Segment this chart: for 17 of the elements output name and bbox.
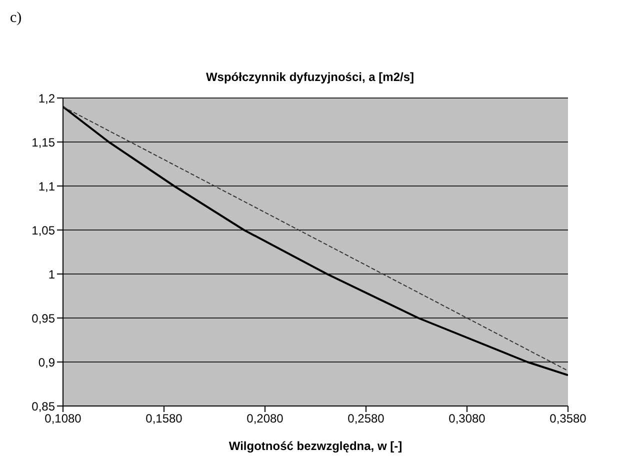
x-axis-title: Wilgotność bezwzględna, w [-]	[228, 439, 402, 453]
y-tick-label: 1,05	[32, 223, 56, 238]
x-tick-label: 0,3580	[550, 412, 587, 426]
chart-title: Współczynnik dyfuzyjności, a [m2/s]	[204, 70, 416, 84]
x-tick-label: 0,3080	[448, 412, 486, 426]
y-tick-label: 1,2	[38, 91, 56, 106]
text: c)	[10, 10, 22, 27]
y-tick-label: 1	[48, 267, 56, 282]
x-tick-label: 0,1580	[146, 412, 183, 426]
x-tick-label: 0,2580	[348, 412, 385, 426]
y-tick-label: 1,15	[32, 135, 56, 150]
y-tick-label: 0,9	[38, 355, 56, 370]
y-tick-label: 0,85	[32, 399, 56, 414]
x-tick-label: 0,2080	[246, 412, 284, 426]
y-tick-label: 1,1	[38, 179, 56, 194]
y-tick-label: 0,95	[32, 311, 56, 326]
x-tick-label: 0,1080	[44, 412, 82, 426]
